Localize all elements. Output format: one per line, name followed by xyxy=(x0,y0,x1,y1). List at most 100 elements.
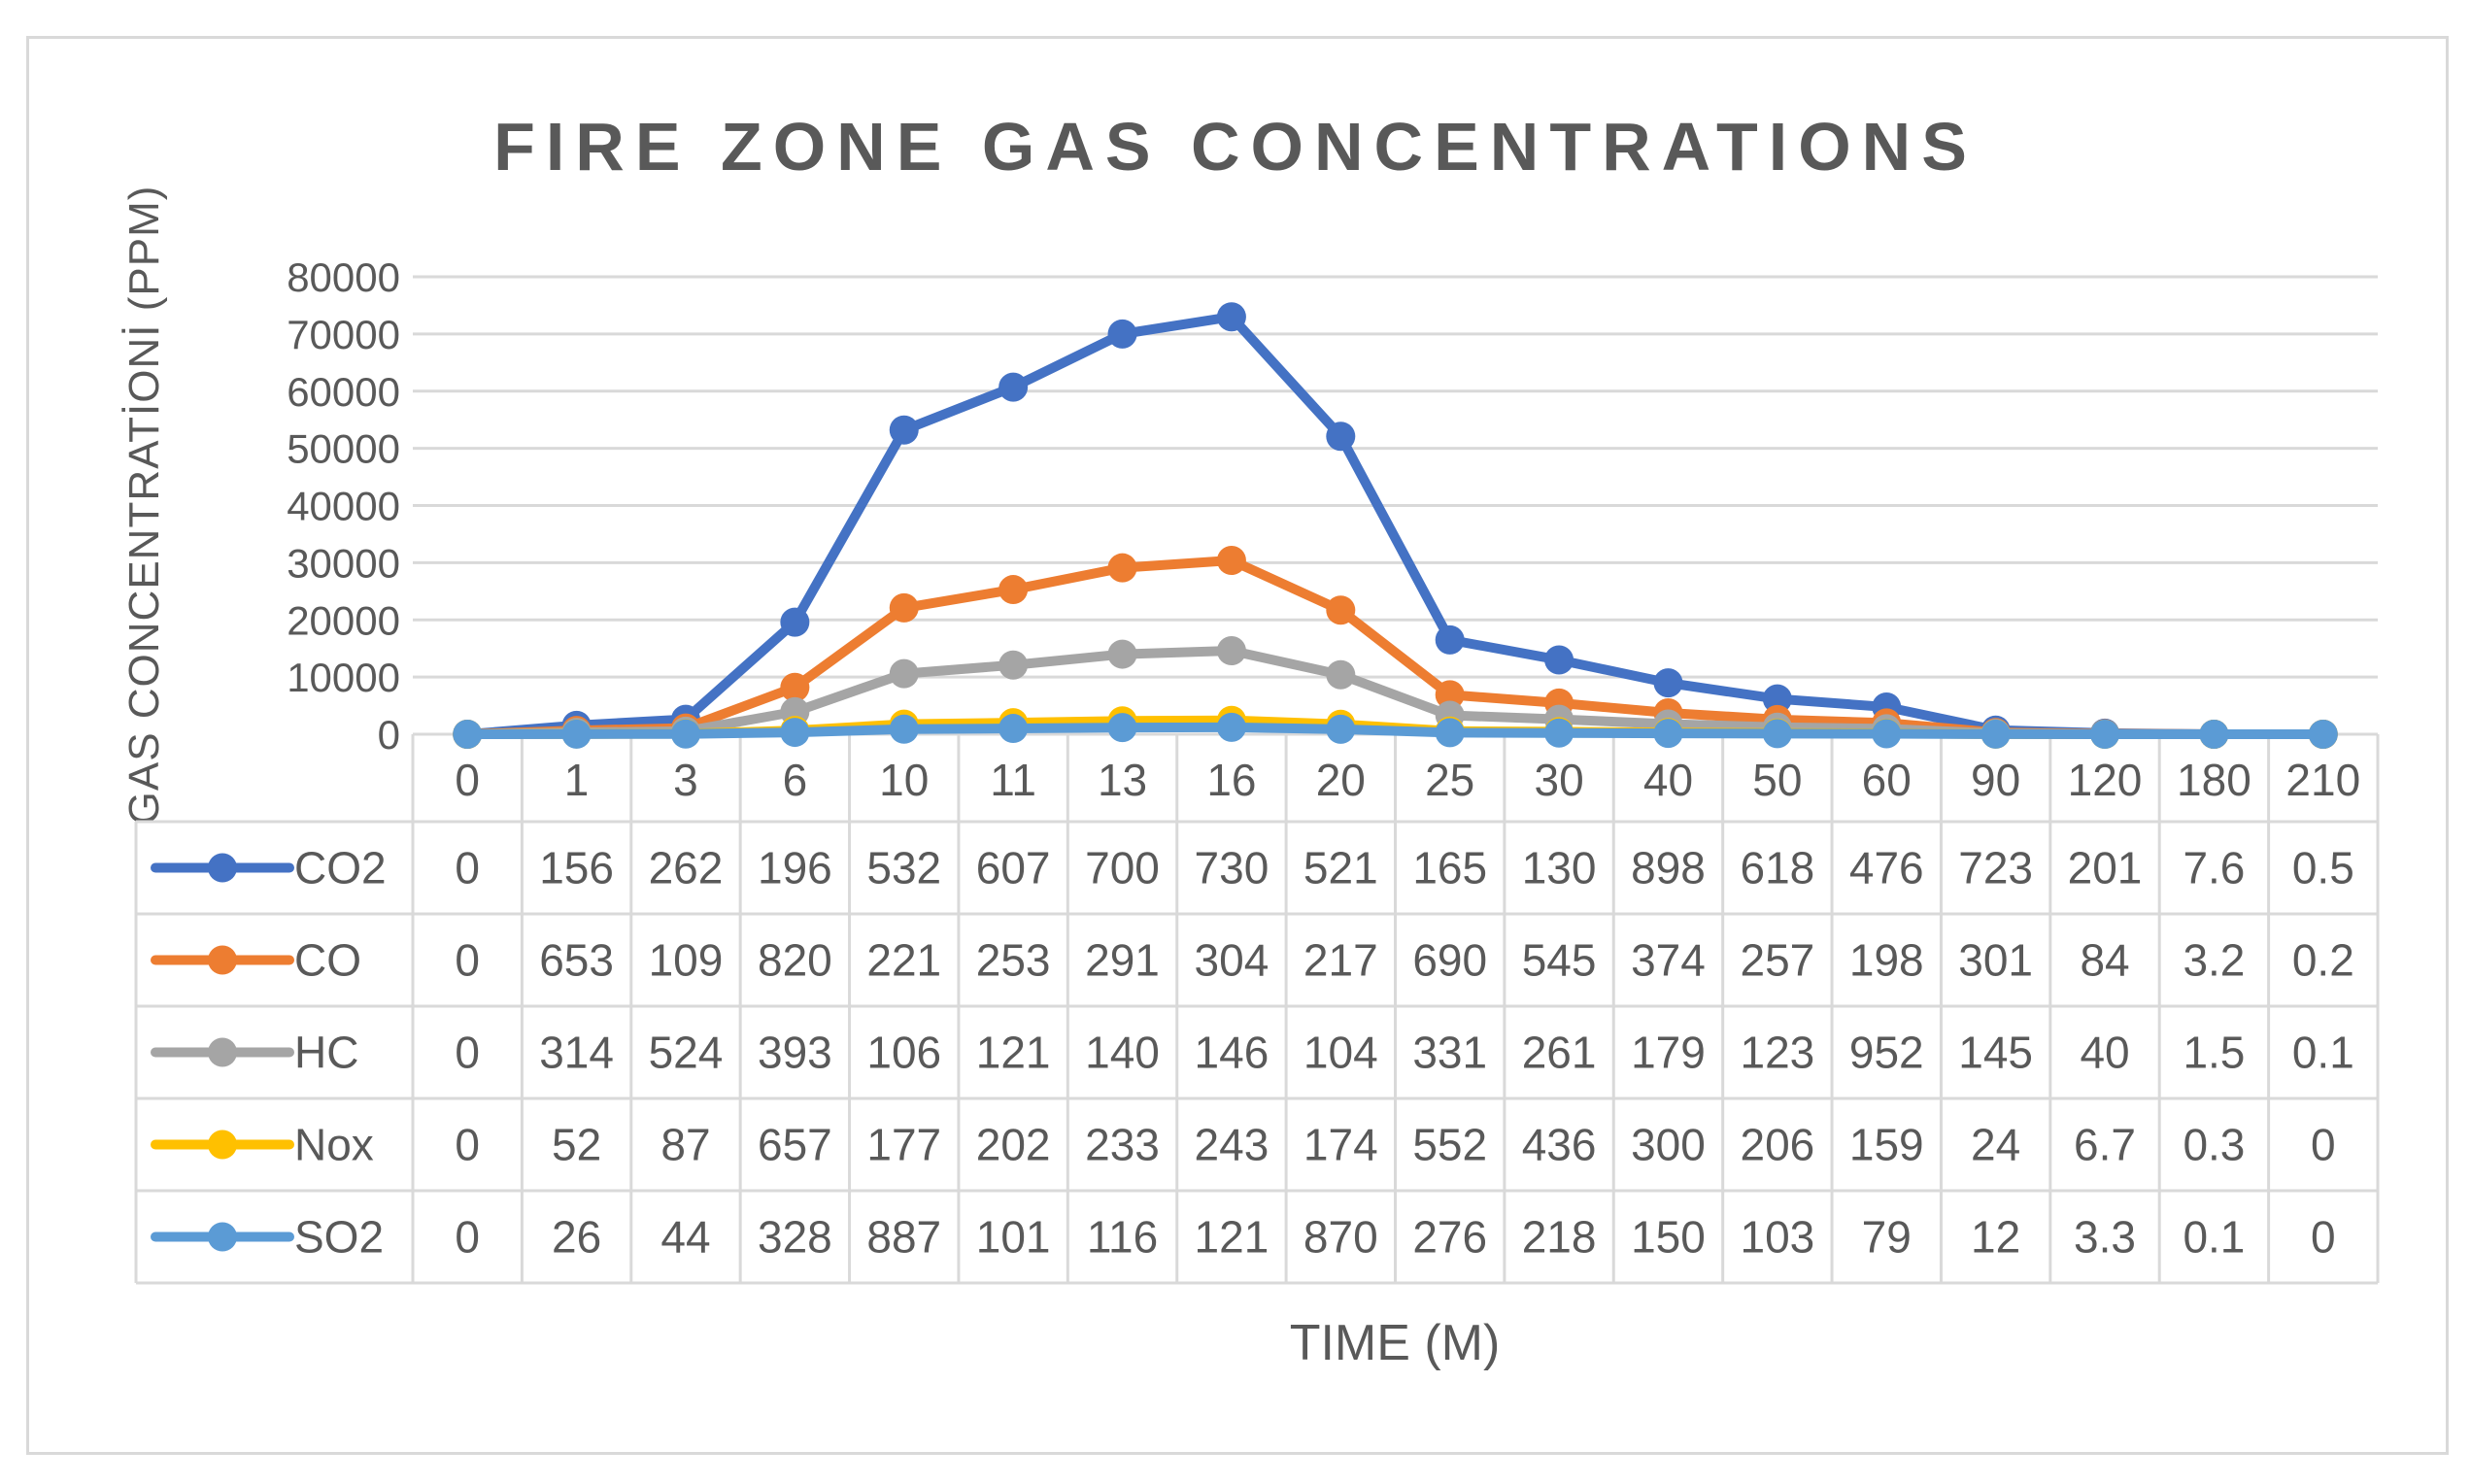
x-tick-label: 11 xyxy=(990,755,1036,805)
data-point xyxy=(453,720,483,749)
table-cell-value: 103 xyxy=(1740,1212,1814,1263)
data-point xyxy=(1544,718,1574,748)
table-cell-value: 165 xyxy=(1412,843,1487,894)
table-cell-value: 198 xyxy=(1849,935,1924,986)
table-cell-value: 952 xyxy=(1849,1028,1924,1078)
data-point xyxy=(1107,319,1137,349)
table-cell-value: 217 xyxy=(1303,935,1378,986)
x-tick-label: 1 xyxy=(564,755,590,805)
data-point xyxy=(1980,719,2011,749)
data-point xyxy=(1435,718,1465,748)
data-point xyxy=(1216,302,1246,332)
table-cell-value: 7.6 xyxy=(2183,843,2245,894)
legend-series-label: HC xyxy=(294,1028,358,1078)
data-point xyxy=(999,575,1029,605)
table-cell-value: 476 xyxy=(1849,843,1924,894)
y-tick-label: 50000 xyxy=(287,426,400,472)
data-point xyxy=(999,372,1029,402)
table-cell-value: 121 xyxy=(976,1028,1051,1078)
legend-series-label: CO xyxy=(294,935,361,986)
table-cell-value: 532 xyxy=(866,843,941,894)
data-point xyxy=(1435,680,1465,710)
table-cell-value: 820 xyxy=(758,935,832,986)
table-cell-value: 898 xyxy=(1631,843,1706,894)
table-cell-value: 140 xyxy=(1085,1028,1160,1078)
data-point xyxy=(1326,714,1356,744)
series-line xyxy=(462,722,2328,739)
x-tick-label: 10 xyxy=(879,755,929,805)
data-point xyxy=(2090,719,2120,749)
legend-key-marker xyxy=(208,1130,237,1160)
data-point xyxy=(889,592,919,623)
data-point xyxy=(999,650,1029,680)
y-axis-label: GAS CONCENTRATİONİ (PPM) xyxy=(120,186,168,826)
table-cell-value: 0 xyxy=(455,843,480,894)
table-cell-value: 174 xyxy=(1303,1120,1378,1170)
data-point xyxy=(1326,595,1356,625)
series-lines xyxy=(453,302,2338,749)
table-cell-value: 276 xyxy=(1412,1212,1487,1263)
x-tick-label: 210 xyxy=(2285,755,2360,805)
data-point xyxy=(780,718,810,748)
table-cell-value: 26 xyxy=(552,1212,601,1263)
data-point xyxy=(670,719,700,749)
table-cell-value: 12 xyxy=(1971,1212,2020,1263)
table-cell-value: 179 xyxy=(1631,1028,1706,1078)
data-point xyxy=(1872,719,1902,749)
table-cell-value: 730 xyxy=(1195,843,1269,894)
table-cell-value: 6.7 xyxy=(2074,1120,2136,1170)
legend-key-marker xyxy=(208,1222,237,1252)
x-tick-label: 180 xyxy=(2177,755,2251,805)
table-cell-value: 257 xyxy=(1740,935,1814,986)
table-cell-value: 887 xyxy=(866,1212,941,1263)
y-tick-label: 60000 xyxy=(287,369,400,415)
table-cell-value: 0 xyxy=(455,935,480,986)
x-tick-label: 13 xyxy=(1098,755,1147,805)
data-point xyxy=(889,714,919,744)
table-cell-value: 0 xyxy=(2311,1212,2336,1263)
legend-series-label: Nox xyxy=(294,1120,374,1170)
y-tick-label: 70000 xyxy=(287,312,400,357)
x-tick-label: 40 xyxy=(1643,755,1693,805)
table-cell-value: 121 xyxy=(1195,1212,1269,1263)
legend-series-label: CO2 xyxy=(294,843,387,894)
data-point xyxy=(561,719,592,749)
table-cell-value: 700 xyxy=(1085,843,1160,894)
table-cell-value: 24 xyxy=(1971,1120,2020,1170)
table-cell-value: 101 xyxy=(976,1212,1051,1263)
chart-title: FIRE ZONE GAS CONCENTRATIONS xyxy=(493,109,1978,185)
y-tick-label: 40000 xyxy=(287,484,400,529)
legend-key-marker xyxy=(208,1037,237,1067)
x-tick-label: 120 xyxy=(2068,755,2143,805)
table-cell-value: 0 xyxy=(455,1028,480,1078)
x-tick-label: 30 xyxy=(1534,755,1583,805)
table-cell-value: 52 xyxy=(552,1120,601,1170)
table-cell-value: 291 xyxy=(1085,935,1160,986)
table-cell-value: 0 xyxy=(455,1120,480,1170)
table-cell-value: 196 xyxy=(758,843,832,894)
y-tick-label: 20000 xyxy=(287,597,400,643)
table-cell-value: 218 xyxy=(1522,1212,1597,1263)
y-axis-ticks: 0 10000 20000 30000 40000 50000 60000 70000 8000… xyxy=(287,254,400,758)
table-cell-value: 146 xyxy=(1195,1028,1269,1078)
table-cell-value: 253 xyxy=(976,935,1051,986)
series-line xyxy=(462,556,2328,739)
data-point xyxy=(1107,639,1137,669)
x-tick-label: 3 xyxy=(673,755,698,805)
table-cell-value: 123 xyxy=(1740,1028,1814,1078)
table-cell-value: 79 xyxy=(1862,1212,1912,1263)
table-cell-value: 304 xyxy=(1195,935,1269,986)
legend-key-marker xyxy=(208,945,237,975)
table-cell-value: 328 xyxy=(758,1212,832,1263)
x-tick-label: 16 xyxy=(1206,755,1256,805)
data-point xyxy=(1653,719,1683,749)
x-tick-label: 0 xyxy=(455,755,480,805)
table-cell-value: 0 xyxy=(2311,1120,2336,1170)
legend-series-label: SO2 xyxy=(294,1212,384,1263)
data-point xyxy=(2199,719,2229,749)
x-tick-label: 20 xyxy=(1316,755,1366,805)
data-point xyxy=(780,607,810,637)
table-cell-value: 690 xyxy=(1412,935,1487,986)
x-tick-label: 25 xyxy=(1425,755,1474,805)
